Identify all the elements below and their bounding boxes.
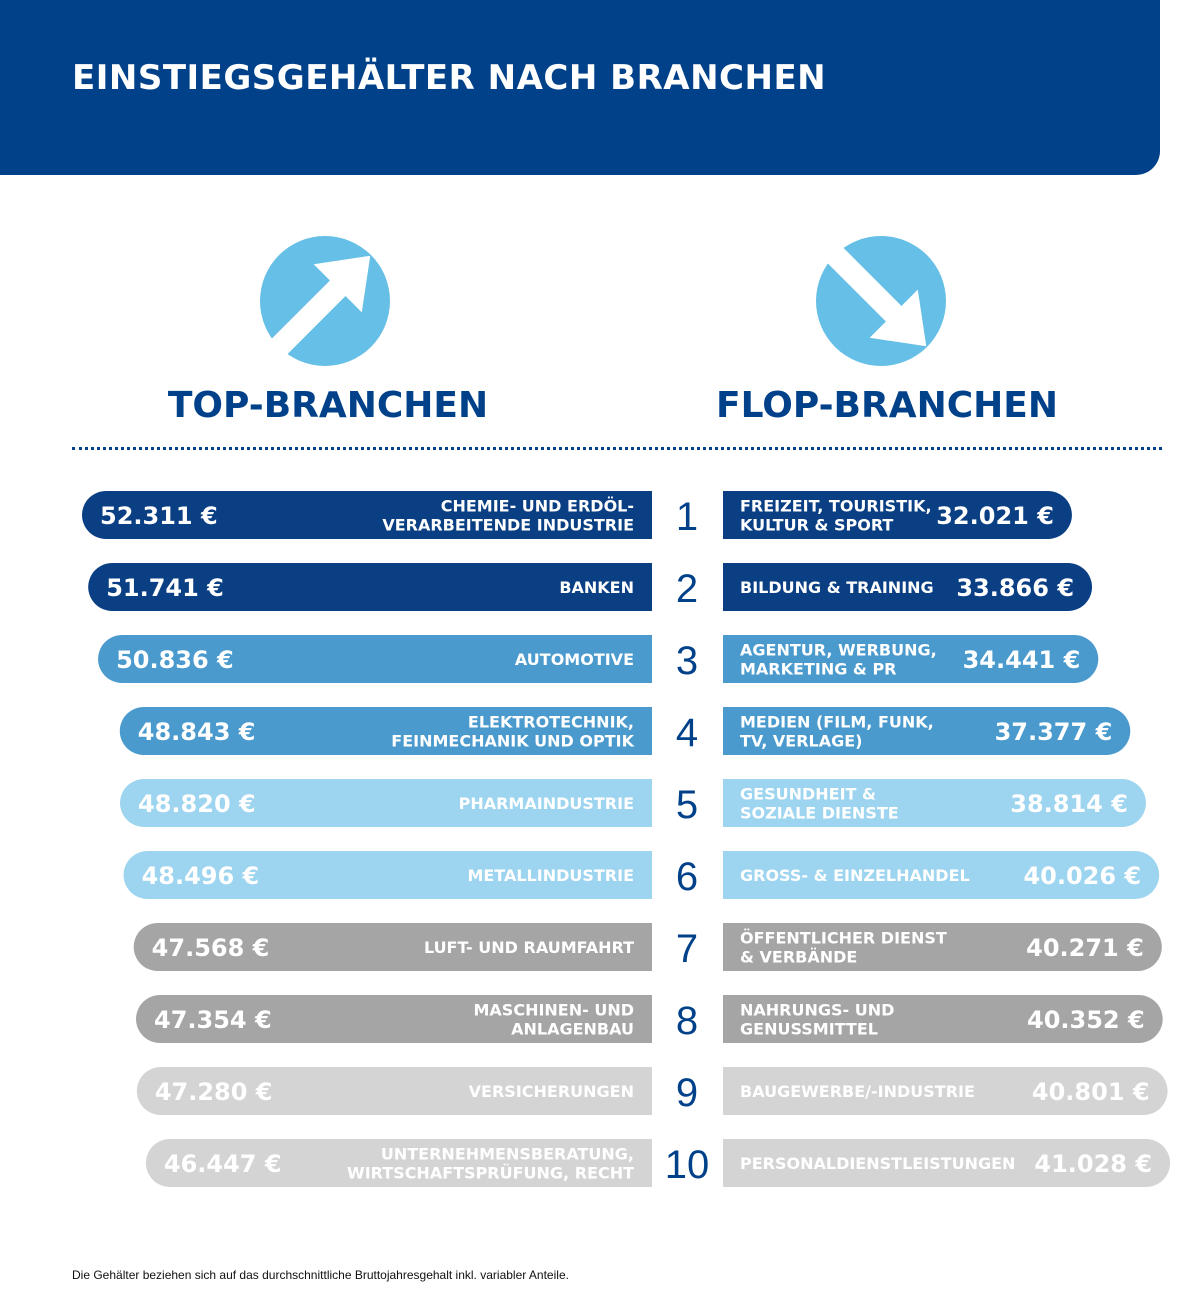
- arrow-up-right-icon: [259, 235, 391, 367]
- flop-value-label: 34.441 €: [963, 646, 1081, 674]
- flop-bar: [723, 851, 1160, 900]
- rank-label: 9: [676, 1071, 698, 1115]
- header-banner: EINSTIEGSGEHÄLTER NACH BRANCHEN: [0, 0, 1160, 175]
- divider: [72, 447, 1162, 450]
- top-category-label: UNTERNEHMENSBERATUNG,: [381, 1145, 634, 1164]
- flop-category-label: BILDUNG & TRAINING: [740, 578, 934, 597]
- top-category-label: AUTOMOTIVE: [515, 650, 634, 669]
- flop-category-label: KULTUR & SPORT: [740, 516, 893, 535]
- top-category-label: WIRTSCHAFTSPRÜFUNG, RECHT: [347, 1164, 634, 1183]
- flop-value-label: 32.021 €: [936, 502, 1054, 530]
- top-value-label: 51.741 €: [106, 574, 224, 602]
- flop-bar: [723, 563, 1093, 611]
- rank-label: 7: [676, 927, 698, 971]
- top-category-label: FEINMECHANIK UND OPTIK: [391, 732, 634, 751]
- flop-bar: [723, 1139, 1171, 1187]
- flop-category-label: BAUGEWERBE/-INDUSTRIE: [740, 1082, 975, 1101]
- flop-value-label: 38.814 €: [1010, 790, 1128, 818]
- flop-bar: [723, 491, 1072, 539]
- flop-category-label: GESUNDHEIT &: [740, 785, 876, 804]
- top-category-label: VERARBEITENDE INDUSTRIE: [382, 516, 634, 535]
- top-bar: [133, 923, 652, 971]
- rank-label: 6: [676, 855, 698, 899]
- flop-category-label: GROSS- & EINZELHANDEL: [740, 866, 970, 885]
- top-category-label: METALLINDUSTRIE: [467, 866, 634, 885]
- flop-category-label: AGENTUR, WERBUNG,: [740, 641, 937, 660]
- flop-category-label: ÖFFENTLICHER DIENST: [740, 929, 947, 948]
- footnote: Die Gehälter beziehen sich auf das durch…: [72, 1268, 569, 1282]
- rank-label: 10: [665, 1143, 710, 1187]
- top-value-label: 47.568 €: [152, 934, 270, 962]
- top-category-label: ELEKTROTECHNIK,: [468, 713, 634, 732]
- top-value-label: 46.447 €: [164, 1150, 282, 1178]
- flop-value-label: 40.801 €: [1032, 1078, 1150, 1106]
- flop-value-label: 37.377 €: [995, 718, 1113, 746]
- top-bar: [120, 779, 652, 828]
- flop-bar: [723, 707, 1131, 755]
- top-value-label: 50.836 €: [116, 646, 234, 674]
- top-bar: [98, 635, 652, 683]
- flop-category-label: GENUSSMITTEL: [740, 1020, 878, 1039]
- top-bar: [145, 1139, 653, 1187]
- top-bar: [123, 851, 653, 899]
- top-category-label: ANLAGENBAU: [511, 1020, 634, 1039]
- flop-category-label: PERSONALDIENSTLEISTUNGEN: [740, 1154, 1015, 1173]
- arrow-down-right-icon: [815, 235, 947, 367]
- top-value-label: 47.280 €: [155, 1078, 273, 1106]
- flop-value-label: 40.026 €: [1023, 862, 1141, 890]
- flop-category-label: TV, VERLAGE): [740, 732, 862, 751]
- flop-category-label: MEDIEN (FILM, FUNK,: [740, 713, 934, 732]
- flop-bar: [723, 923, 1162, 971]
- flop-bar: [723, 1067, 1168, 1115]
- flop-category-label: & VERBÄNDE: [740, 948, 857, 967]
- flop-section-title: FLOP-BRANCHEN: [716, 385, 1058, 426]
- top-bar: [88, 563, 652, 611]
- rank-label: 3: [676, 639, 698, 683]
- rank-label: 1: [676, 495, 698, 539]
- top-category-label: LUFT- UND RAUMFAHRT: [424, 938, 634, 957]
- rank-label: 4: [676, 711, 698, 755]
- top-bar: [82, 491, 652, 539]
- top-category-label: BANKEN: [559, 578, 634, 597]
- flop-value-label: 40.271 €: [1026, 934, 1144, 962]
- page-title: EINSTIEGSGEHÄLTER NACH BRANCHEN: [72, 58, 827, 98]
- top-bar: [119, 707, 653, 755]
- flop-bar: [723, 779, 1146, 828]
- top-value-label: 48.820 €: [138, 790, 256, 818]
- top-value-label: 47.354 €: [154, 1006, 272, 1034]
- top-category-label: PHARMAINDUSTRIE: [459, 794, 634, 813]
- flop-value-label: 33.866 €: [956, 574, 1074, 602]
- top-section-title: TOP-BRANCHEN: [167, 385, 489, 426]
- flop-value-label: 40.352 €: [1027, 1006, 1145, 1034]
- top-category-label: VERSICHERUNGEN: [469, 1082, 634, 1101]
- top-value-label: 48.843 €: [138, 718, 256, 746]
- flop-category-label: SOZIALE DIENSTE: [740, 804, 899, 823]
- flop-bar: [723, 635, 1099, 683]
- top-category-label: MASCHINEN- UND: [474, 1001, 635, 1020]
- top-value-label: 52.311 €: [100, 502, 218, 530]
- rank-label: 2: [676, 567, 698, 611]
- flop-category-label: MARKETING & PR: [740, 660, 896, 679]
- top-category-label: CHEMIE- UND ERDÖL-: [441, 497, 634, 516]
- flop-category-label: FREIZEIT, TOURISTIK,: [740, 497, 932, 516]
- rank-label: 5: [676, 783, 698, 827]
- rank-label: 8: [676, 999, 698, 1043]
- flop-category-label: NAHRUNGS- UND: [740, 1001, 894, 1020]
- top-bar: [136, 995, 652, 1043]
- flop-value-label: 41.028 €: [1034, 1150, 1152, 1178]
- top-value-label: 48.496 €: [142, 862, 260, 890]
- flop-bar: [723, 995, 1163, 1043]
- top-bar: [136, 1067, 652, 1115]
